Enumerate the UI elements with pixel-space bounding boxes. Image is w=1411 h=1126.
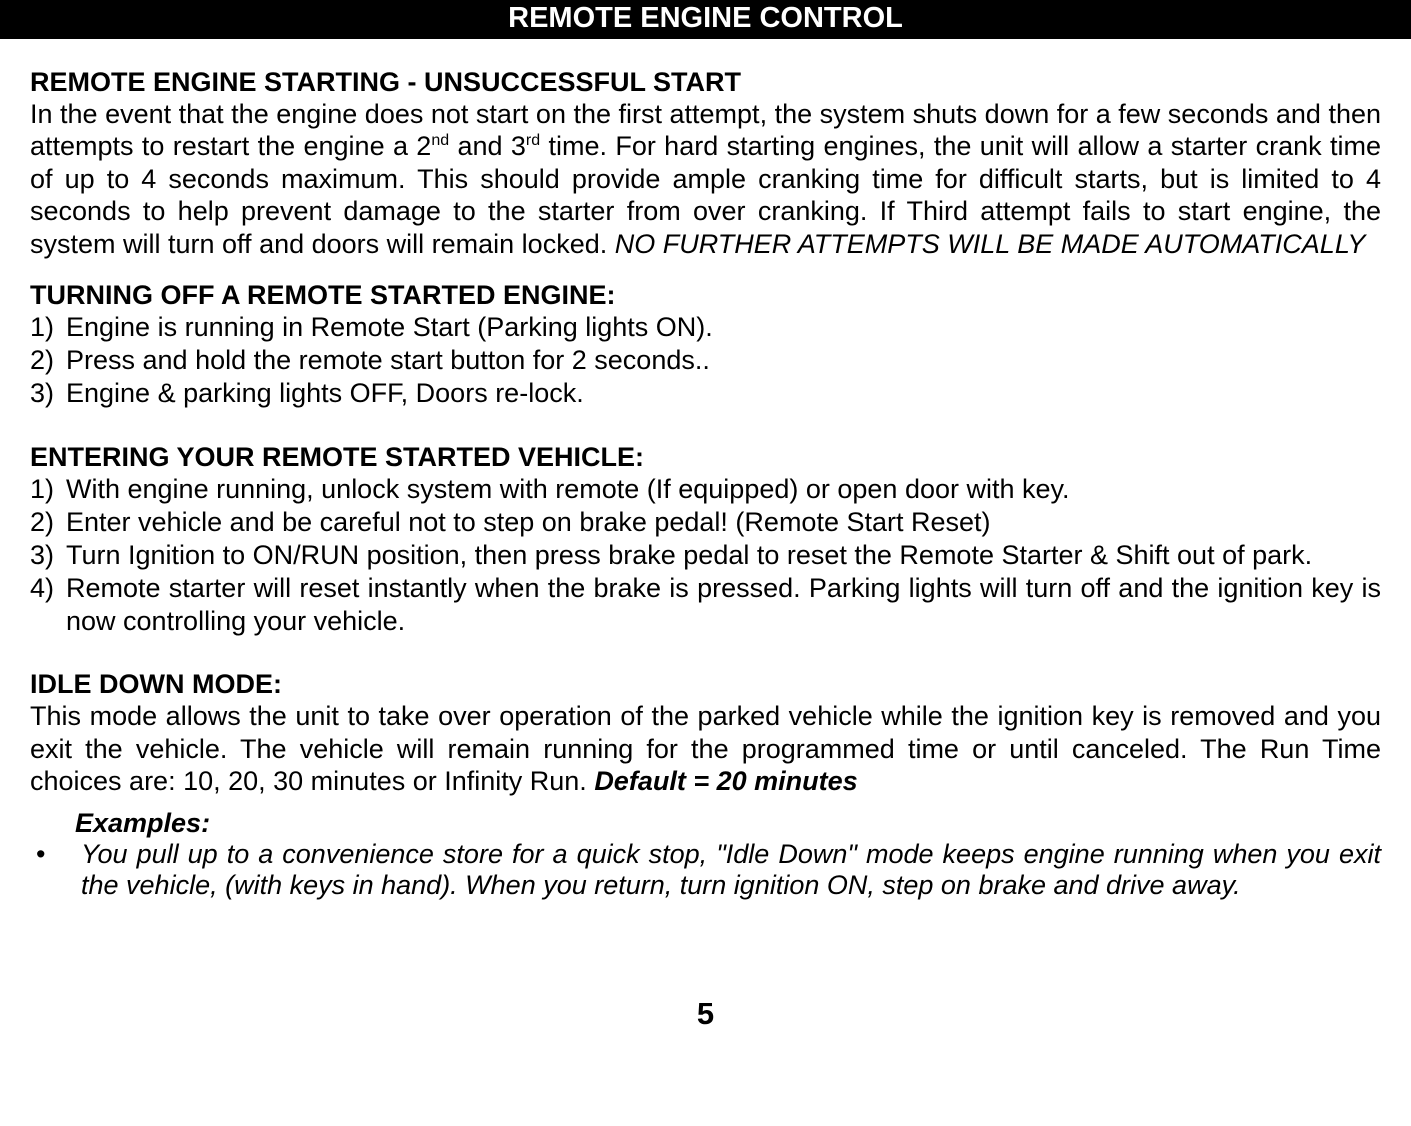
page-header-bar: REMOTE ENGINE CONTROL [0, 0, 1411, 39]
list-text: With engine running, unlock system with … [66, 473, 1381, 506]
page-number: 5 [30, 996, 1381, 1032]
superscript-nd: nd [431, 132, 449, 149]
list-marker: 4) [30, 572, 66, 638]
superscript-rd: rd [526, 132, 540, 149]
list-marker: 1) [30, 473, 66, 506]
list-text: Remote starter will reset instantly when… [66, 572, 1381, 638]
spacer [30, 637, 1381, 659]
list-text: Press and hold the remote start button f… [66, 344, 1381, 377]
list-item: 4) Remote starter will reset instantly w… [30, 572, 1381, 638]
body-text-italic: NO FURTHER ATTEMPTS WILL BE MADE AUTOMAT… [615, 229, 1366, 259]
default-label: Default = 20 minutes [594, 766, 857, 796]
list-item: 2) Press and hold the remote start butto… [30, 344, 1381, 377]
list-item: 2) Enter vehicle and be careful not to s… [30, 506, 1381, 539]
section-heading: REMOTE ENGINE STARTING - UNSUCCESSFUL ST… [30, 67, 1381, 98]
section-unsuccessful-start: REMOTE ENGINE STARTING - UNSUCCESSFUL ST… [30, 67, 1381, 260]
spacer [30, 410, 1381, 432]
page-container: REMOTE ENGINE CONTROL REMOTE ENGINE STAR… [0, 0, 1411, 1062]
section-heading: TURNING OFF A REMOTE STARTED ENGINE: [30, 280, 1381, 311]
body-text-part: and 3 [449, 131, 526, 161]
spacer [30, 260, 1381, 270]
examples-block: Examples: • You pull up to a convenience… [30, 808, 1381, 901]
section-entering-vehicle: ENTERING YOUR REMOTE STARTED VEHICLE: 1)… [30, 442, 1381, 638]
examples-heading: Examples: [75, 808, 1381, 839]
list-item: 3) Engine & parking lights OFF, Doors re… [30, 377, 1381, 410]
ordered-list: 1) Engine is running in Remote Start (Pa… [30, 311, 1381, 410]
list-item: 1) Engine is running in Remote Start (Pa… [30, 311, 1381, 344]
list-item: 3) Turn Ignition to ON/RUN position, the… [30, 539, 1381, 572]
section-heading: IDLE DOWN MODE: [30, 669, 1381, 700]
section-heading: ENTERING YOUR REMOTE STARTED VEHICLE: [30, 442, 1381, 473]
list-marker: 3) [30, 539, 66, 572]
list-marker: 2) [30, 344, 66, 377]
list-item: 1) With engine running, unlock system wi… [30, 473, 1381, 506]
bullet-item: • You pull up to a convenience store for… [75, 839, 1381, 901]
list-text: Turn Ignition to ON/RUN position, then p… [66, 539, 1381, 572]
ordered-list: 1) With engine running, unlock system wi… [30, 473, 1381, 638]
list-marker: 2) [30, 506, 66, 539]
list-marker: 1) [30, 311, 66, 344]
list-marker: 3) [30, 377, 66, 410]
list-text: Enter vehicle and be careful not to step… [66, 506, 1381, 539]
list-text: Engine is running in Remote Start (Parki… [66, 311, 1381, 344]
bullet-marker: • [30, 839, 81, 901]
section-idle-down: IDLE DOWN MODE: This mode allows the uni… [30, 669, 1381, 900]
section-body: In the event that the engine does not st… [30, 98, 1381, 260]
bullet-text: You pull up to a convenience store for a… [81, 839, 1381, 901]
section-body: This mode allows the unit to take over o… [30, 700, 1381, 797]
section-turning-off: TURNING OFF A REMOTE STARTED ENGINE: 1) … [30, 280, 1381, 410]
list-text: Engine & parking lights OFF, Doors re-lo… [66, 377, 1381, 410]
spacer [30, 798, 1381, 808]
